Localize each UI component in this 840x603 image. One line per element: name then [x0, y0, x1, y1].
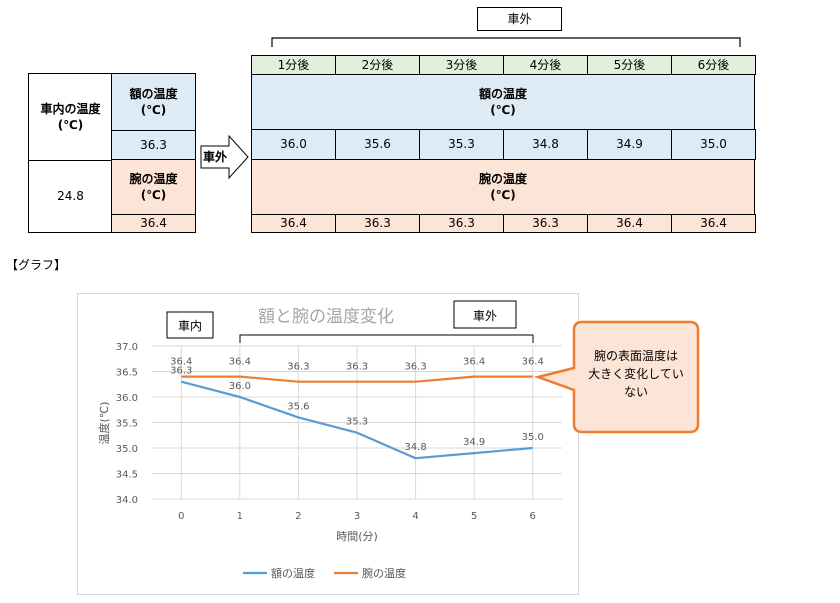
forehead-label-outside: 額の温度 (℃): [251, 74, 755, 130]
arm-label-outside: 腕の温度 (℃): [251, 159, 755, 215]
minute-header: 3分後: [419, 55, 504, 75]
callout-text-line: ない: [624, 385, 648, 399]
data-label: 34.8: [404, 442, 426, 453]
x-tick-label: 0: [178, 511, 184, 522]
y-axis-title: 温度(℃): [97, 402, 111, 445]
arm-value: 36.4: [251, 214, 336, 233]
arm-value-inside: 36.4: [111, 214, 196, 233]
forehead-label-text: 額の温度 (℃): [129, 86, 178, 117]
arm-inside-value: 36.4: [140, 216, 167, 231]
y-tick-label: 35.0: [116, 444, 138, 455]
forehead-inside-value: 36.3: [140, 137, 167, 152]
inside-annotation-box: [166, 311, 214, 339]
callout-bubble: [533, 320, 700, 434]
x-tick-label: 2: [295, 511, 301, 522]
data-label: 36.4: [522, 357, 544, 368]
data-label: 36.3: [404, 362, 426, 373]
y-tick-label: 36.5: [116, 368, 138, 379]
x-tick-label: 5: [471, 511, 477, 522]
minute-header: 6分後: [671, 55, 756, 75]
outside-brace-chart: [239, 334, 534, 343]
inside-value: 24.8: [57, 189, 84, 204]
chart-frame: [77, 293, 579, 595]
legend-label: 額の温度: [271, 566, 315, 580]
arrow-label: 車外: [203, 150, 228, 164]
forehead-value-inside: 36.3: [111, 130, 196, 160]
arm-value: 36.4: [671, 214, 756, 233]
data-label: 35.6: [287, 401, 309, 412]
data-label: 36.4: [229, 357, 251, 368]
y-tick-label: 37.0: [116, 342, 138, 353]
series-line-forehead: [181, 380, 533, 460]
y-tick-label: 34.0: [116, 495, 138, 506]
data-label: 35.3: [346, 417, 368, 428]
outside-header: 車外: [477, 7, 562, 31]
forehead-outside-label: 額の温度 (℃): [478, 86, 527, 117]
forehead-value: 36.0: [251, 129, 336, 160]
x-axis-title: 時間(分): [336, 530, 378, 543]
forehead-value: 35.3: [419, 129, 504, 160]
minute-header: 2分後: [335, 55, 420, 75]
chart-title: 額と腕の温度変化: [258, 307, 394, 327]
minute-header: 1分後: [251, 55, 336, 75]
outside-annotation: 車外: [473, 309, 497, 323]
data-label: 36.3: [170, 366, 192, 377]
callout-text-line: 大きく変化してい: [588, 366, 684, 381]
graph-label: 【グラフ】: [6, 258, 67, 272]
data-label: 34.9: [463, 437, 485, 448]
y-tick-label: 35.5: [116, 419, 138, 430]
minute-header: 4分後: [503, 55, 588, 75]
x-tick-label: 1: [237, 511, 243, 522]
outside-annotation-box: [453, 300, 517, 329]
forehead-value: 34.8: [503, 129, 588, 160]
arm-value: 36.3: [503, 214, 588, 233]
arrow-right-icon: [200, 134, 249, 180]
arm-outside-label: 腕の温度 (℃): [478, 171, 527, 202]
data-label: 36.3: [287, 362, 309, 373]
outside-brace: [271, 37, 741, 47]
data-label: 36.4: [463, 357, 485, 368]
inside-annotation: 車内: [178, 319, 202, 333]
callout-text-line: 腕の表面温度は: [594, 348, 678, 363]
x-tick-label: 4: [412, 511, 418, 522]
y-tick-label: 34.5: [116, 470, 138, 481]
legend-label: 腕の温度: [362, 566, 406, 580]
series-line-arm: [181, 375, 533, 383]
outside-header-text: 車外: [507, 11, 532, 26]
minute-header: 5分後: [587, 55, 672, 75]
data-label: 36.0: [229, 381, 251, 392]
x-tick-label: 6: [530, 511, 536, 522]
arm-value: 36.3: [335, 214, 420, 233]
data-label: 36.4: [170, 357, 192, 368]
inside-title: 車内の温度 (℃): [40, 101, 101, 132]
inside-value-cell: 24.8: [28, 160, 112, 233]
y-tick-label: 36.0: [116, 393, 138, 404]
arm-label-text: 腕の温度 (℃): [129, 171, 178, 202]
forehead-value: 35.6: [335, 129, 420, 160]
forehead-label-inside: 額の温度 (℃): [111, 73, 196, 131]
data-label: 36.3: [346, 362, 368, 373]
arm-value: 36.4: [587, 214, 672, 233]
arm-value: 36.3: [419, 214, 504, 233]
x-tick-label: 3: [354, 511, 360, 522]
data-label: 35.0: [522, 432, 544, 443]
